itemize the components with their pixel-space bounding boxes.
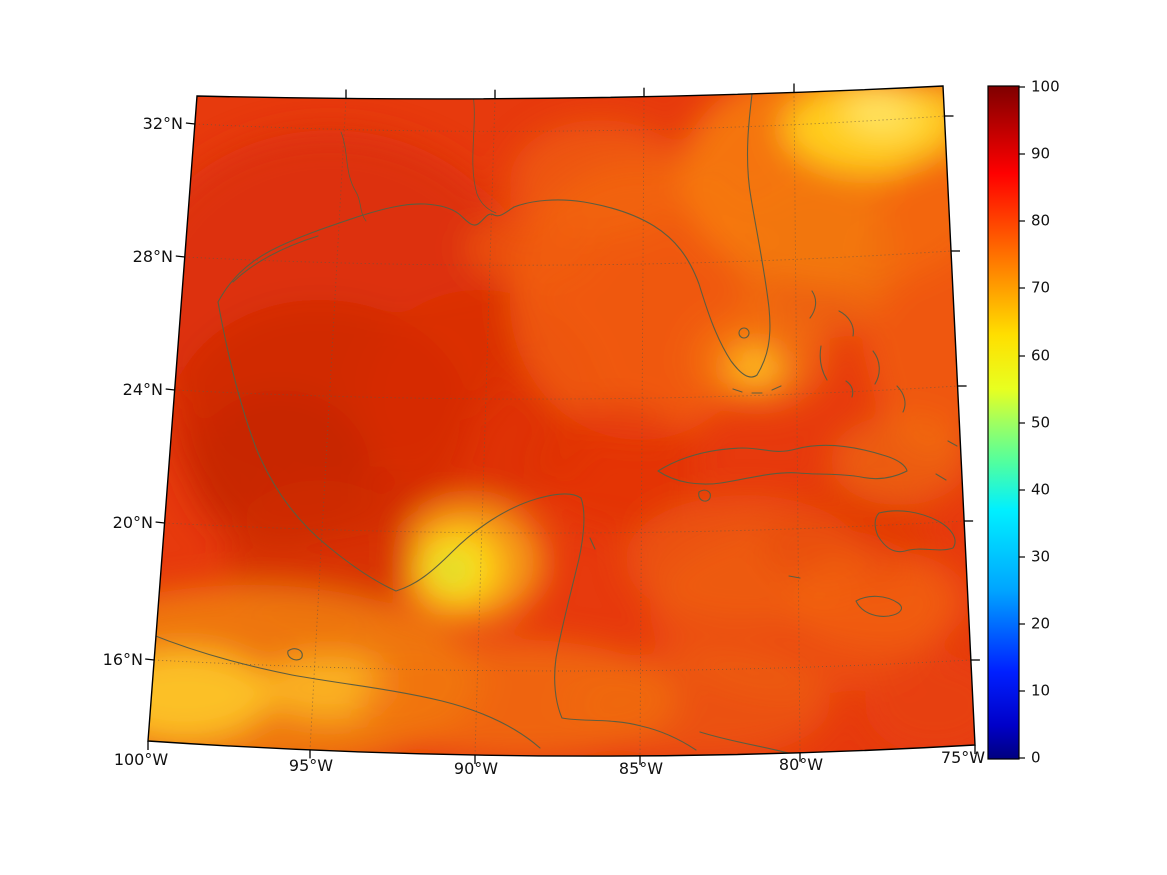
colorbar-tick-label: 10 [1031,681,1051,700]
colorbar-tick-label: 40 [1031,480,1051,499]
colorbar-tick-label: 90 [1031,144,1051,163]
lon-tick-label: 80°W [778,755,824,774]
lat-tick-label: 32°N [142,114,183,133]
colorbar-tick-label: 0 [1031,748,1041,767]
colorbar-tick-label: 80 [1031,211,1051,230]
lon-tick-label: 75°W [940,748,986,767]
colorbar-tick-label: 100 [1031,77,1060,96]
lat-tick-label: 28°N [132,247,173,266]
colorbar-gradient [987,85,1020,760]
heatmap-layer [148,86,975,757]
gridlines-layer [154,92,971,756]
lon-tick-label: 90°W [453,759,499,778]
colorbar-tick-label: 30 [1031,547,1051,566]
colorbar [987,85,1025,760]
map-ticks [145,83,980,765]
colorbar-ticks [1019,86,1025,759]
lat-tick-label: 24°N [122,380,163,399]
lat-tick-label: 16°N [102,650,143,669]
colorbar-tick-label: 50 [1031,413,1051,432]
colorbar-tick-label: 70 [1031,278,1051,297]
colorbar-tick-label: 60 [1031,346,1051,365]
lat-tick-label: 20°N [112,513,153,532]
lon-tick-label: 95°W [288,756,334,775]
coastline-layer [148,86,958,755]
lon-tick-label: 85°W [618,759,664,778]
colorbar-tick-label: 20 [1031,614,1051,633]
lon-tick-label: 100°W [113,750,169,769]
